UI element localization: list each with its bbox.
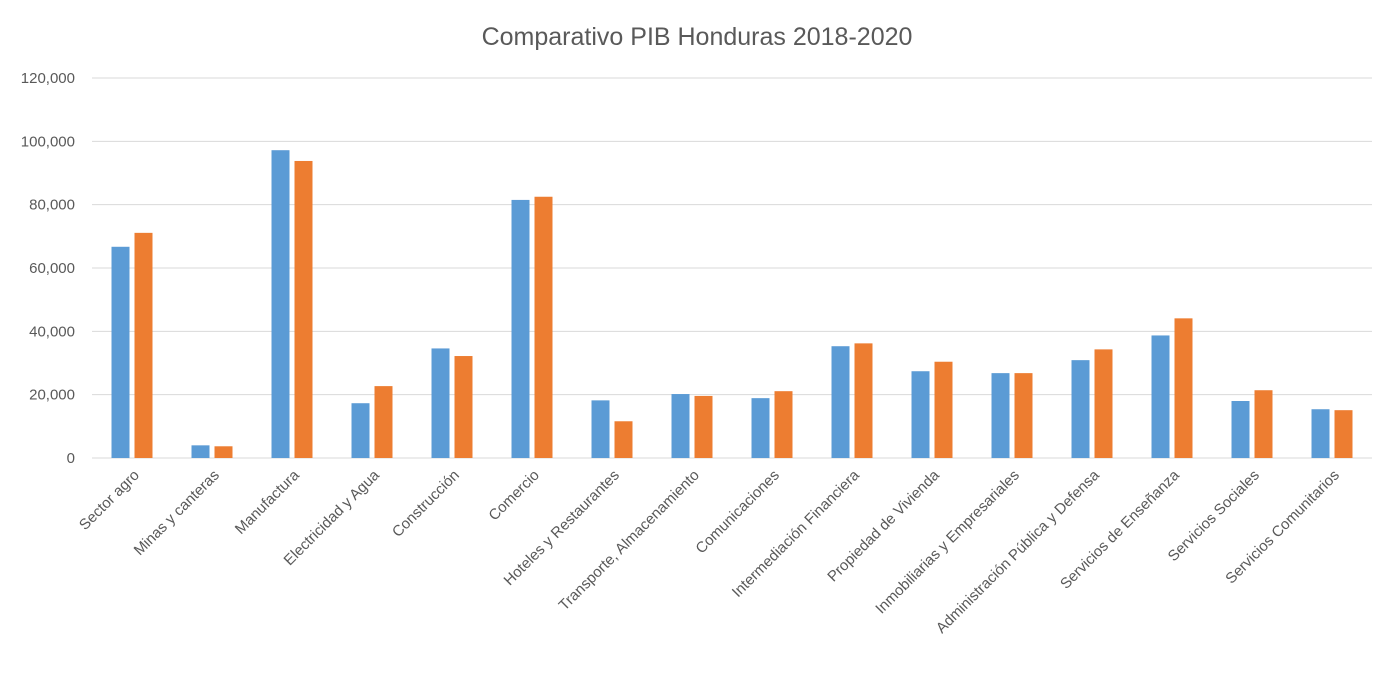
bar-series-2 (214, 446, 233, 458)
bar-series-1 (991, 373, 1010, 458)
y-tick-label: 100,000 (21, 133, 75, 150)
bar-series-2 (614, 421, 633, 458)
y-tick-label: 60,000 (29, 260, 75, 277)
y-tick-label: 40,000 (29, 323, 75, 340)
bar-series-1 (671, 394, 690, 458)
x-category-label: Comunicaciones (692, 467, 782, 557)
x-category-label: Transporte, Almacenamiento (556, 467, 703, 614)
x-category-label: Minas y canteras (131, 467, 223, 559)
x-category-label: Comercio (485, 467, 542, 524)
bar-series-1 (831, 346, 850, 458)
x-category-label: Inmobiliarias y Empresariales (872, 467, 1023, 618)
y-tick-label: 0 (67, 450, 75, 467)
y-axis-ticks: 0 20,000 40,000 60,000 80,000 100,000 120,000 (21, 70, 75, 467)
bar-series-2 (1334, 410, 1353, 458)
bar-series-2 (1014, 373, 1033, 458)
y-tick-label: 80,000 (29, 197, 75, 214)
bars (111, 150, 1353, 458)
bar-series-1 (911, 371, 930, 458)
x-category-label: Construcción (389, 467, 463, 541)
bar-series-2 (454, 356, 473, 458)
bar-series-1 (751, 398, 770, 458)
bar-series-2 (854, 343, 873, 458)
bar-series-1 (511, 199, 530, 458)
bar-series-2 (1254, 390, 1273, 458)
y-tick-label: 120,000 (21, 70, 75, 87)
bar-series-1 (191, 445, 210, 458)
bar-series-1 (431, 348, 450, 458)
bar-series-2 (534, 196, 553, 458)
x-category-label: Sector agro (76, 467, 143, 534)
x-category-label: Administración Pública y Defensa (933, 466, 1103, 636)
bar-series-2 (1174, 318, 1193, 458)
bar-series-1 (591, 400, 610, 458)
bar-series-2 (1094, 349, 1113, 458)
bar-series-1 (1071, 360, 1090, 458)
bar-series-2 (134, 232, 153, 458)
bar-series-2 (774, 391, 793, 458)
x-category-label: Intermediación Financiera (729, 466, 864, 601)
chart-title: Comparativo PIB Honduras 2018-2020 (482, 23, 913, 51)
bar-series-1 (1311, 409, 1330, 458)
bar-series-1 (1231, 401, 1250, 458)
bar-series-1 (111, 246, 130, 458)
bar-series-2 (374, 386, 393, 458)
bar-series-2 (294, 160, 313, 458)
x-category-label: Manufactura (232, 466, 303, 537)
bar-series-1 (1151, 335, 1170, 458)
bar-series-1 (351, 403, 370, 458)
bar-series-2 (694, 395, 713, 458)
bar-series-2 (934, 361, 953, 458)
y-tick-label: 20,000 (29, 387, 75, 404)
bar-series-1 (271, 150, 290, 458)
